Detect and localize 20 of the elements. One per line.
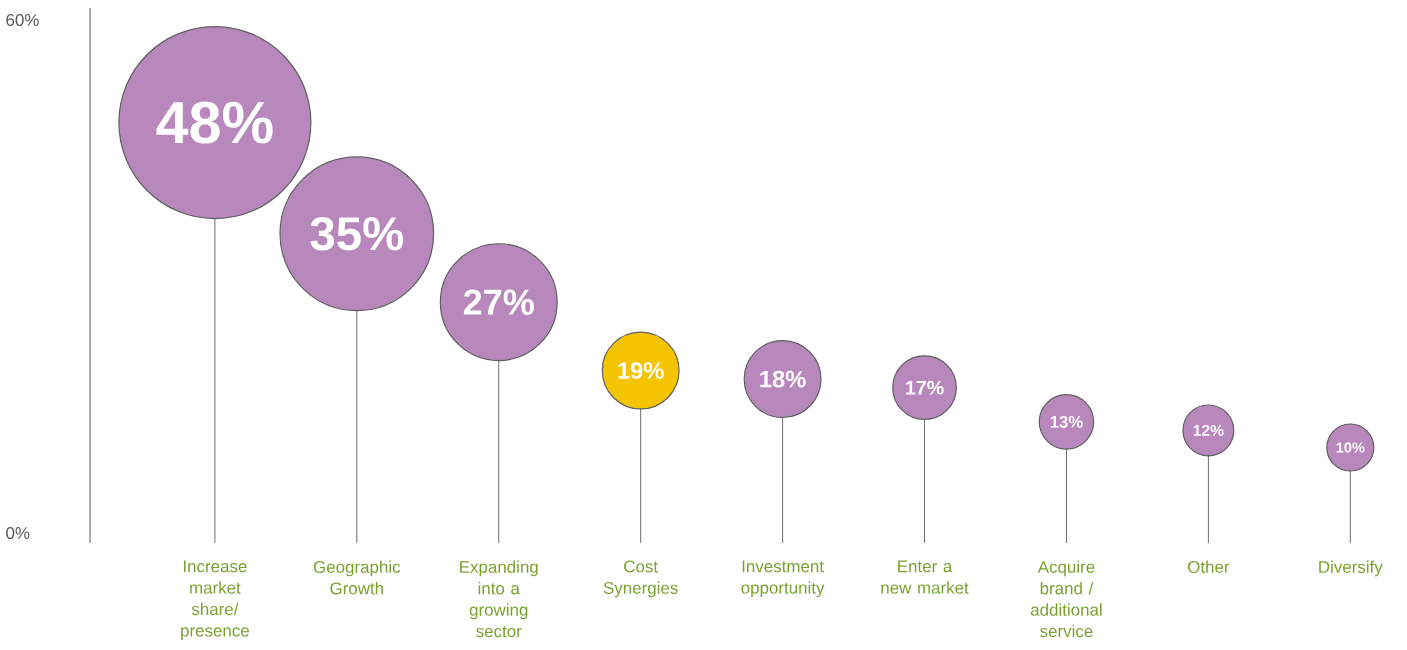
x-tick-label: Geographic Growth: [313, 560, 401, 595]
x-tick-label: Other: [1187, 560, 1230, 573]
data-label: 17%: [906, 380, 944, 395]
x-tick-label: Cost Synergies: [603, 560, 678, 598]
data-label: 10%: [1336, 442, 1365, 453]
y-tick-label: 60%: [6, 14, 39, 26]
x-tick-label: Diversify: [1319, 560, 1383, 577]
data-label: 35%: [310, 216, 404, 251]
data-label: 19%: [618, 362, 664, 379]
data-label: 12%: [1193, 424, 1224, 436]
y-tick-label: 0%: [6, 527, 30, 539]
data-label: 18%: [760, 370, 806, 388]
x-tick-label: Acquire brand / additional service: [1030, 560, 1102, 638]
data-label: 27%: [463, 289, 534, 315]
x-tick-label: Expanding into a growing sector: [460, 560, 538, 638]
x-tick-label: Investment opportunity: [741, 560, 825, 598]
data-label: 13%: [1050, 415, 1083, 428]
data-label: 48%: [156, 101, 273, 144]
x-tick-label: Enter a new market: [881, 560, 969, 594]
x-tick-label: Increase market share/ presence: [181, 560, 249, 640]
